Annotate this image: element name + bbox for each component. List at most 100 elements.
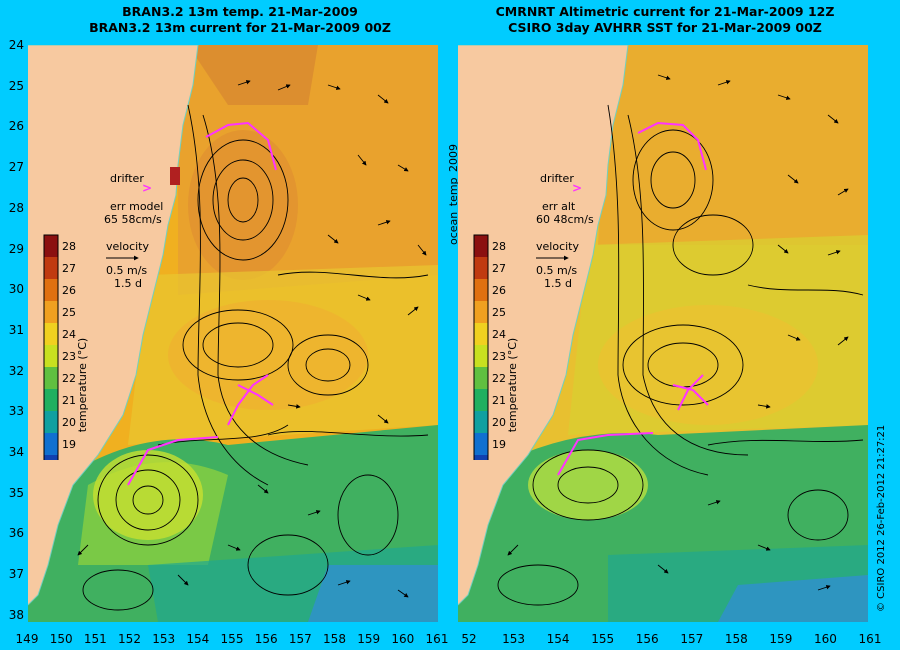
err-title: err model [110, 200, 163, 213]
longitude-label: 156 [635, 632, 659, 646]
duration-label: 1.5 d [544, 277, 572, 290]
australia-landmass [28, 45, 198, 605]
velocity-label: velocity [106, 240, 149, 253]
temperature-colorbar: 282726252423222120191817 [473, 234, 506, 460]
longitude-label: 155 [591, 632, 615, 646]
longitude-label: 160 [813, 632, 837, 646]
velocity-arrows [507, 74, 849, 591]
colorbar-tick-label: 20 [492, 416, 506, 429]
longitude-label: 158 [724, 632, 748, 646]
latitude-label: 30 [8, 282, 24, 297]
right-title-line1: CMRNRT Altimetric current for 21-Mar-200… [495, 4, 835, 19]
longitude-label: 156 [254, 632, 278, 646]
drifter-tracks [557, 121, 709, 476]
colorbar-tick-label: 25 [62, 306, 76, 319]
longitude-label: 159 [769, 632, 793, 646]
colorbar-segment [44, 455, 58, 460]
longitude-label: 159 [357, 632, 381, 646]
colorbar-segment [474, 433, 488, 455]
colorbar-tick-label: 26 [62, 284, 76, 297]
longitude-label: 161 [425, 632, 449, 646]
latitude-label: 35 [8, 485, 24, 500]
right-map-svg [458, 45, 868, 622]
colorbar-tick-label: 28 [492, 240, 506, 253]
latitude-label: 38 [8, 607, 24, 622]
colorbar-tick-label: 21 [62, 394, 76, 407]
longitude-label: 52 [461, 632, 477, 646]
right-map-panel: drifter > err alt 60 48cm/s velocity 0.5… [458, 45, 868, 622]
colorbar-segment [44, 367, 58, 389]
velocity-arrows [77, 80, 427, 598]
colorbar-segment [474, 279, 488, 301]
err-value: 60 48cm/s [536, 213, 594, 226]
right-panel-title: CMRNRT Altimetric current for 21-Mar-200… [460, 4, 870, 36]
right-legend: drifter > err alt 60 48cm/s velocity 0.5… [473, 172, 594, 460]
colorbar-segment [44, 345, 58, 367]
colorbar-segment [474, 455, 488, 460]
colorbar-segment [474, 389, 488, 411]
latitude-label: 25 [8, 78, 24, 93]
duration-label: 1.5 d [114, 277, 142, 290]
latitude-label: 32 [8, 363, 24, 378]
speed-label: 0.5 m/s [106, 264, 147, 277]
colorbar-segment [474, 323, 488, 345]
longitude-label: 160 [391, 632, 415, 646]
left-title-line1: BRAN3.2 13m temp. 21-Mar-2009 [122, 4, 358, 19]
latitude-label: 26 [8, 119, 24, 134]
colorbar-tick-label: 26 [492, 284, 506, 297]
left-panel-title: BRAN3.2 13m temp. 21-Mar-2009 BRAN3.2 13… [40, 4, 440, 36]
colorbar-tick-label: 28 [62, 240, 76, 253]
colorbar-segment [474, 257, 488, 279]
colorbar-segment [44, 411, 58, 433]
right-title-line2: CSIRO 3day AVHRR SST for 21-Mar-2009 00Z [508, 20, 822, 35]
speed-label: 0.5 m/s [536, 264, 577, 277]
colorbar-segment [44, 433, 58, 455]
colorbar-segment [474, 367, 488, 389]
longitude-label: 153 [502, 632, 525, 646]
drifter-tracks [127, 121, 277, 486]
colorbar-tick-label: 25 [492, 306, 506, 319]
longitude-label: 161 [858, 632, 882, 646]
latitude-label: 24 [8, 38, 24, 52]
colorbar-segment [474, 301, 488, 323]
longitude-label: 151 [83, 632, 107, 646]
colorbar-segment [44, 323, 58, 345]
colorbar-tick-label: 19 [492, 438, 506, 451]
longitude-label: 152 [118, 632, 141, 646]
latitude-label: 29 [8, 241, 24, 256]
colorbar-segment [474, 345, 488, 367]
longitude-label: 155 [220, 632, 244, 646]
australia-landmass [458, 45, 628, 605]
credit-label: © CSIRO 2012 26-Feb-2012 21:27:21 [876, 424, 887, 612]
colorbar-segment [474, 411, 488, 433]
colorbar-tick-label: 21 [492, 394, 506, 407]
longitude-label: 153 [152, 632, 176, 646]
drifter-label: drifter [110, 172, 144, 185]
longitude-label: 157 [288, 632, 312, 646]
temperature-colorbar: 282726252423222120191817 [43, 234, 76, 460]
left-title-line2: BRAN3.2 13m current for 21-Mar-2009 00Z [89, 20, 391, 35]
current-streamlines [82, 104, 429, 611]
colorbar-segment [44, 279, 58, 301]
colorbar-tick-label: 23 [492, 350, 506, 363]
colorbar-segment [44, 301, 58, 323]
colorbar-tick-label: 24 [492, 328, 506, 341]
err-value: 65 58cm/s [104, 213, 162, 226]
latitude-label: 37 [8, 567, 24, 582]
drifter-symbol: > [142, 181, 152, 195]
latitude-label: 27 [8, 160, 24, 175]
longitude-label: 149 [15, 632, 39, 646]
colorbar-tick-label: 27 [62, 262, 76, 275]
colorbar-tick-label: 24 [62, 328, 76, 341]
colorbar-tick-label: 27 [492, 262, 506, 275]
velocity-label: velocity [536, 240, 579, 253]
colorbar-tick-label: 22 [492, 372, 506, 385]
latitude-label: 34 [8, 445, 24, 459]
colorbar-segment [44, 235, 58, 257]
longitude-label: 150 [49, 632, 73, 646]
colorbar-segment [474, 235, 488, 257]
colorbar-tick-label: 23 [62, 350, 76, 363]
longitude-label: 154 [186, 632, 210, 646]
longitude-label: 154 [546, 632, 570, 646]
left-legend: drifter > err model 65 58cm/s velocity 0… [43, 172, 163, 460]
